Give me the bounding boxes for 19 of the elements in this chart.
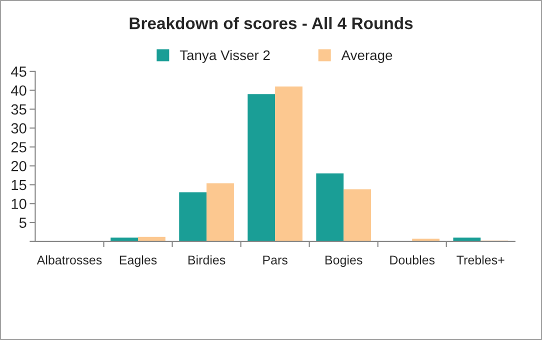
y-tick-label: 45 <box>11 66 26 77</box>
y-tick-label: 10 <box>12 198 26 210</box>
y-tick-label: 35 <box>11 104 26 115</box>
y-tick-label: 25 <box>11 142 26 152</box>
legend-label: Average <box>341 50 392 63</box>
y-tick-label: 30 <box>11 123 26 134</box>
x-tick-label: Eagles <box>120 255 157 267</box>
y-tick-label: 5 <box>19 218 26 228</box>
x-tick-label: Albatrosses <box>36 255 102 264</box>
y-tick-label: 15 <box>12 180 26 190</box>
y-tick-label: 40 <box>11 85 26 96</box>
x-tick-label: Trebles+ <box>456 255 504 264</box>
x-tick-label: Bogies <box>326 255 362 267</box>
x-tick-label: Birdies <box>188 255 226 264</box>
x-tick-label: Doubles <box>390 255 435 264</box>
y-tick-label: 20 <box>11 160 26 172</box>
x-tick-label: Pars <box>263 256 288 264</box>
chart-title: Breakdown of scores - All 4 Rounds <box>130 17 413 30</box>
legend-label: Tanya Visser 2 <box>180 50 270 63</box>
